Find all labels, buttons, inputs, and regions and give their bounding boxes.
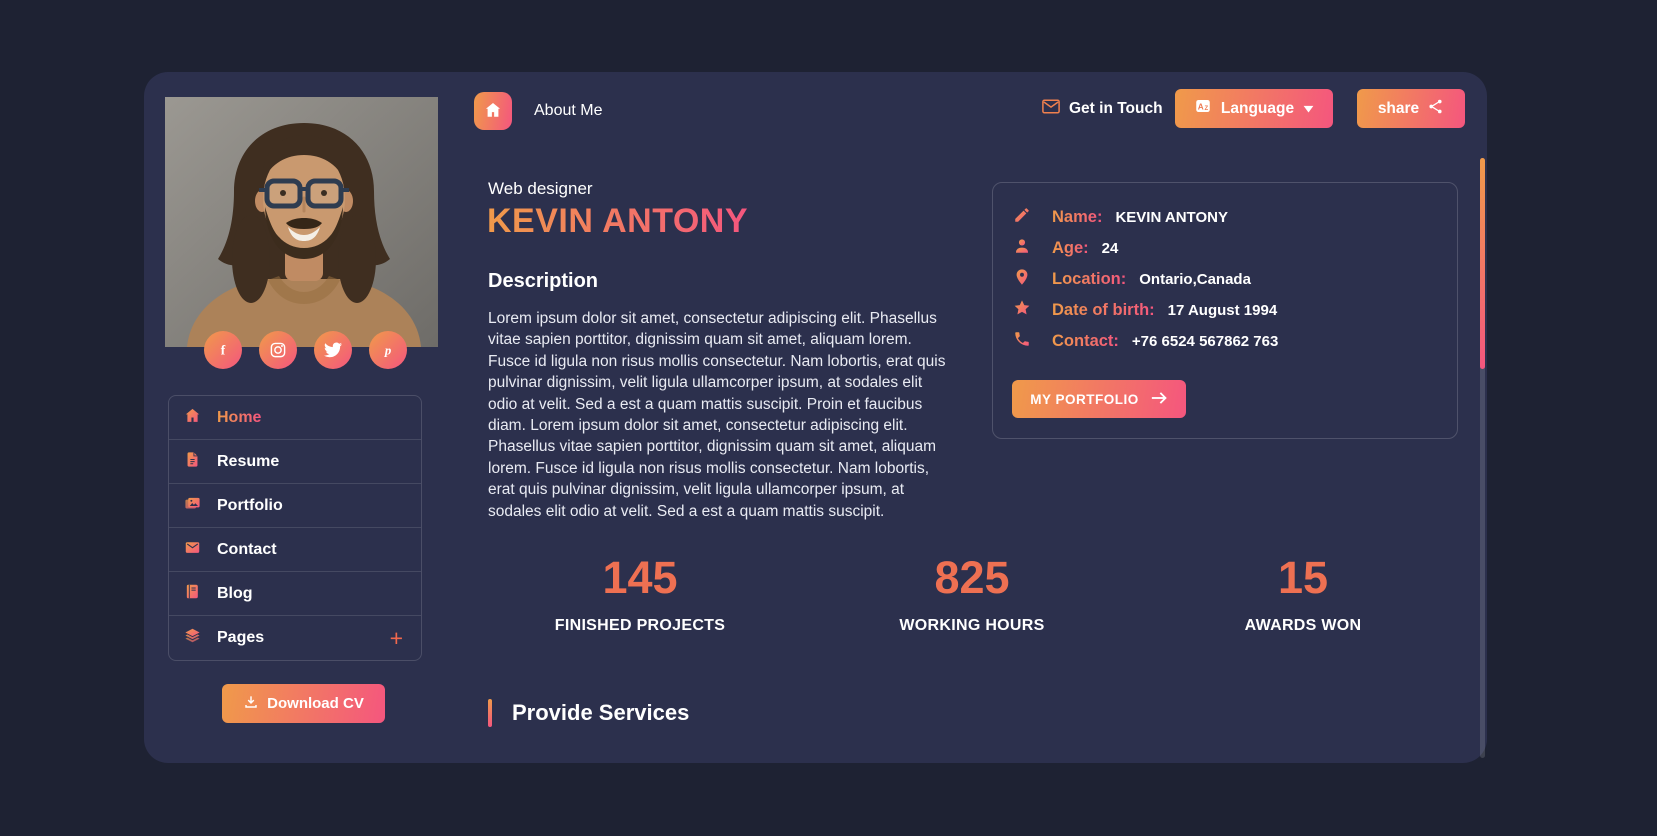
facebook-button[interactable]: f [204, 331, 242, 369]
info-row-age: Age: 24 [1013, 238, 1118, 258]
facebook-icon: f [214, 341, 232, 359]
stat-finished-projects: 145 FINISHED PROJECTS [555, 552, 725, 635]
info-value: 24 [1101, 239, 1119, 257]
info-label: Location: [1052, 269, 1127, 288]
phone-icon [1013, 330, 1031, 353]
section-accent-bar [488, 699, 492, 727]
hero-name: KEVIN ANTONY [487, 202, 749, 240]
svg-text:A: A [1198, 102, 1204, 111]
sidebar-item-pages[interactable]: Pages + [169, 616, 421, 660]
sidebar-item-blog[interactable]: Blog [169, 572, 421, 616]
my-portfolio-label: MY PORTFOLIO [1030, 391, 1139, 407]
envelope-outline-icon [1042, 99, 1060, 119]
sidebar-item-resume[interactable]: Resume [169, 440, 421, 484]
book-icon [184, 583, 201, 605]
stat-awards-won: 15 AWARDS WON [1245, 552, 1362, 635]
svg-text:Z: Z [1204, 106, 1208, 112]
sidebar-item-label: Contact [217, 540, 277, 558]
info-label: Contact: [1052, 331, 1119, 350]
sidebar-item-portfolio[interactable]: Portfolio [169, 484, 421, 528]
download-cv-button[interactable]: Download CV [222, 684, 385, 723]
scrollbar-track[interactable] [1480, 158, 1485, 758]
stat-value: 15 [1277, 552, 1329, 603]
scrollbar-thumb[interactable] [1480, 158, 1485, 369]
home-icon [184, 407, 201, 429]
stat-label: WORKING HOURS [899, 617, 1045, 634]
share-button[interactable]: share [1357, 89, 1465, 128]
instagram-button[interactable] [259, 331, 297, 369]
info-value: Ontario,Canada [1139, 270, 1251, 288]
info-label: Date of birth: [1052, 300, 1155, 319]
info-value: +76 6524 567862 763 [1131, 332, 1279, 350]
home-icon [484, 101, 502, 122]
sidebar-item-label: Portfolio [217, 496, 283, 514]
services-title: Provide Services [512, 700, 690, 725]
download-cv-label: Download CV [267, 695, 364, 712]
get-in-touch-label: Get in Touch [1069, 100, 1163, 117]
sidebar-item-label: Home [217, 408, 262, 426]
page-title: About Me [534, 102, 603, 119]
description-text: Lorem ipsum dolor sit amet, consectetur … [488, 310, 946, 520]
layers-icon [184, 627, 201, 649]
sidebar-item-label: Pages [217, 629, 265, 646]
svg-text:p: p [384, 344, 391, 358]
home-button[interactable] [474, 92, 512, 130]
sidebar-menu: Home Resume Portfolio Contact [168, 395, 422, 661]
stat-value: 825 [934, 552, 1010, 603]
sidebar-item-contact[interactable]: Contact [169, 528, 421, 572]
info-row-name: Name: KEVIN ANTONY [1013, 207, 1228, 227]
role-subtitle: Web designer [488, 179, 593, 198]
stat-value: 145 [602, 552, 678, 603]
twitter-button[interactable] [314, 331, 352, 369]
twitter-icon [324, 342, 342, 358]
info-row-dob: Date of birth: 17 August 1994 [1013, 299, 1278, 322]
user-icon [1013, 237, 1031, 260]
share-nodes-icon [1427, 98, 1444, 120]
sidebar-item-label: Blog [217, 584, 253, 602]
pinterest-icon: p [379, 341, 397, 359]
info-value: 17 August 1994 [1167, 301, 1278, 319]
description-title: Description [488, 270, 599, 292]
profile-photo [165, 97, 438, 347]
expand-plus-icon[interactable]: + [389, 624, 403, 651]
pencil-icon [1013, 206, 1031, 229]
sidebar-item-home[interactable]: Home [169, 396, 421, 440]
info-card: Name: KEVIN ANTONY Age: 24 Location: Ont… [992, 182, 1458, 439]
svg-text:f: f [221, 343, 226, 358]
sidebar-item-label: Resume [217, 452, 280, 470]
stat-label: AWARDS WON [1244, 617, 1362, 634]
info-row-location: Location: Ontario,Canada [1013, 268, 1251, 291]
share-label: share [1377, 99, 1420, 117]
info-value: KEVIN ANTONY [1115, 208, 1228, 226]
services-section-header: Provide Services [488, 699, 689, 727]
language-label: Language [1220, 99, 1295, 117]
get-in-touch-link[interactable]: Get in Touch [1042, 99, 1163, 119]
info-label: Name: [1052, 207, 1103, 226]
stat-working-hours: 825 WORKING HOURS [899, 552, 1044, 635]
arrow-right-icon [1151, 391, 1168, 408]
stat-label: FINISHED PROJECTS [554, 617, 726, 634]
instagram-icon [269, 341, 287, 359]
my-portfolio-button[interactable]: MY PORTFOLIO [1012, 380, 1186, 418]
pinterest-button[interactable]: p [369, 331, 407, 369]
info-label: Age: [1052, 238, 1089, 257]
file-icon [184, 451, 201, 473]
chevron-down-icon [1303, 100, 1314, 118]
download-icon [243, 694, 259, 714]
envelope-icon [184, 539, 201, 561]
location-pin-icon [1013, 268, 1031, 291]
star-icon [1013, 299, 1031, 322]
info-row-contact: Contact: +76 6524 567862 763 [1013, 331, 1278, 351]
images-icon [184, 495, 201, 517]
